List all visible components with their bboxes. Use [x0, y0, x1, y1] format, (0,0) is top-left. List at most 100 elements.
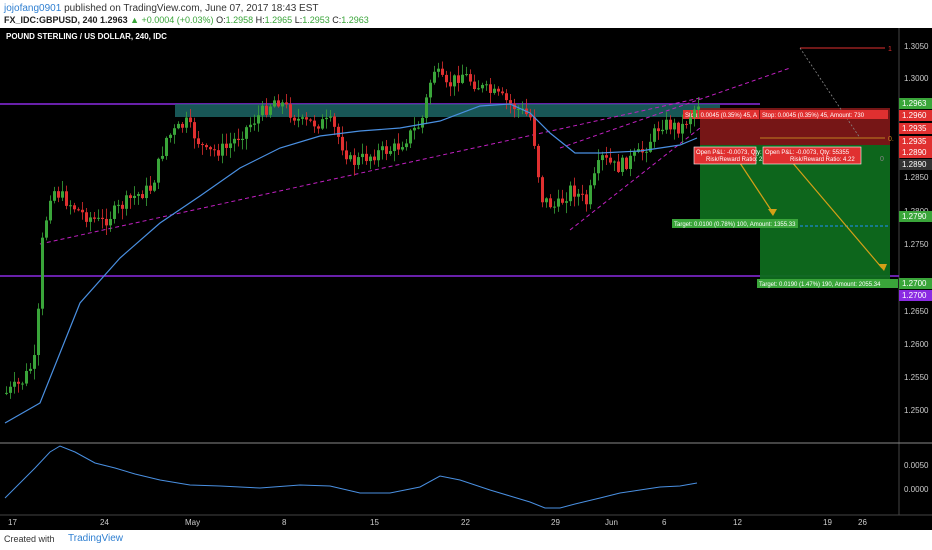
moving-average-line[interactable]: [4, 103, 698, 424]
channel-top-line[interactable]: [559, 67, 791, 149]
stop-label-1: Stop: 0.0045 (0.35%) 45, A: [685, 113, 757, 119]
price-badge-stop: [899, 110, 932, 121]
candle-body: [417, 127, 420, 129]
rising-trendline[interactable]: [39, 97, 701, 245]
candle-body: [9, 386, 12, 393]
price-badge-text: 1.2935: [902, 124, 927, 133]
candle-body: [85, 212, 88, 222]
candle-body: [593, 173, 596, 186]
price-badge-target-1: [899, 211, 932, 222]
price-badge-text: 1.2963: [902, 99, 927, 108]
candle-body: [545, 198, 548, 203]
low-label: L:: [294, 15, 303, 25]
candle-body: [309, 119, 312, 121]
date-tick: Jun: [605, 518, 618, 527]
candle-body: [489, 84, 492, 93]
candle-body: [197, 138, 200, 145]
price-tick: 1.2750: [904, 240, 929, 249]
candle-body: [57, 191, 60, 198]
candle-body: [465, 74, 468, 76]
candle-body: [293, 117, 296, 121]
candle-body: [605, 155, 608, 158]
candle-body: [241, 138, 244, 141]
candle-body: [581, 193, 584, 195]
target-label-2: Target: 0.0190 (1.47%) 190, Amount: 2055…: [759, 282, 881, 288]
candle-body: [617, 161, 620, 172]
candle-body: [129, 195, 132, 199]
candle-body: [425, 97, 428, 118]
pnl-label-2: Open P&L: -0.0073, Qty: 55355: [765, 150, 850, 156]
candle-body: [161, 155, 164, 159]
candle-body: [369, 156, 372, 162]
candle-body: [497, 88, 500, 92]
target-label-1: Target: 0.0100 (0.78%) 100, Amount: 1355…: [674, 222, 796, 228]
candle-body: [141, 194, 144, 199]
candle-body: [149, 185, 152, 191]
candle-body: [185, 117, 188, 128]
candle-body: [305, 117, 308, 120]
candle-body: [609, 157, 612, 163]
target-zone-2[interactable]: [760, 145, 890, 280]
candle-body: [689, 117, 692, 125]
candle-body: [289, 104, 292, 118]
candle-body: [621, 157, 624, 172]
low-value: 1.2953: [302, 15, 330, 25]
projection-arrow-2[interactable]: [779, 147, 883, 269]
candle-body: [157, 158, 160, 183]
candle-body: [153, 182, 156, 191]
candle-body: [329, 116, 332, 118]
candle-body: [321, 119, 324, 129]
date-tick: 8: [282, 518, 287, 527]
candle-body: [553, 206, 556, 208]
candle-body: [89, 217, 92, 222]
candle-body: [13, 381, 16, 387]
oscillator-line[interactable]: [4, 445, 698, 509]
candle-body: [169, 134, 172, 138]
candle-body: [81, 209, 84, 213]
rr-label-1: Risk/Reward Ratio: 2.22: [706, 157, 771, 163]
candle-body: [361, 153, 364, 158]
candle-body: [365, 153, 368, 162]
candle-body: [601, 155, 604, 161]
channel-bottom-line[interactable]: [569, 127, 701, 231]
candle-body: [277, 100, 280, 107]
candle-body: [357, 157, 360, 165]
candle-body: [589, 185, 592, 205]
candle-body: [485, 84, 488, 86]
last-price: 1.2963: [100, 15, 128, 25]
chart-header: jojofang0901 published on TradingView.co…: [0, 0, 932, 28]
pnl-box-1: [693, 146, 757, 165]
candle-body: [137, 194, 140, 196]
price-tick: 1.2650: [904, 307, 929, 316]
chart-title: POUND STERLING / US DOLLAR, 240, IDC: [6, 32, 167, 41]
close-label: C:: [332, 15, 342, 25]
candle-body: [17, 381, 20, 384]
target-label-box-2: [757, 279, 898, 288]
author-link[interactable]: jojofang0901: [4, 3, 62, 14]
candle-body: [565, 201, 568, 203]
stop-label-2: Stop: 0.0045 (0.35%) 45, Amount: 730: [762, 113, 865, 119]
resistance-zone[interactable]: [175, 104, 720, 117]
candle-body: [429, 82, 432, 98]
candle-body: [217, 150, 220, 156]
price-badge: [899, 136, 932, 147]
price-badge: [899, 159, 932, 170]
candle-body: [21, 383, 24, 385]
chart-area[interactable]: POUND STERLING / US DOLLAR, 240, IDC 1 0…: [0, 28, 932, 530]
chart-canvas[interactable]: POUND STERLING / US DOLLAR, 240, IDC 1 0…: [0, 28, 932, 530]
target-label-box-1: [672, 219, 798, 228]
candle-body: [437, 68, 440, 72]
price-badge-text: 1.2890: [902, 160, 927, 169]
candle-body: [29, 368, 32, 371]
footer: Created with TradingView: [0, 530, 932, 550]
published-text: published on TradingView.com, June 07, 2…: [64, 3, 319, 14]
candlestick-series[interactable]: [5, 61, 700, 399]
open-value: 1.2958: [225, 15, 254, 25]
candle-body: [529, 114, 532, 118]
candle-body: [65, 191, 68, 206]
price-tick: 1.3050: [904, 42, 929, 51]
tradingview-brand-link[interactable]: TradingView: [68, 533, 124, 544]
candle-body: [173, 128, 176, 135]
price-badge: [899, 147, 932, 158]
candle-body: [509, 100, 512, 104]
